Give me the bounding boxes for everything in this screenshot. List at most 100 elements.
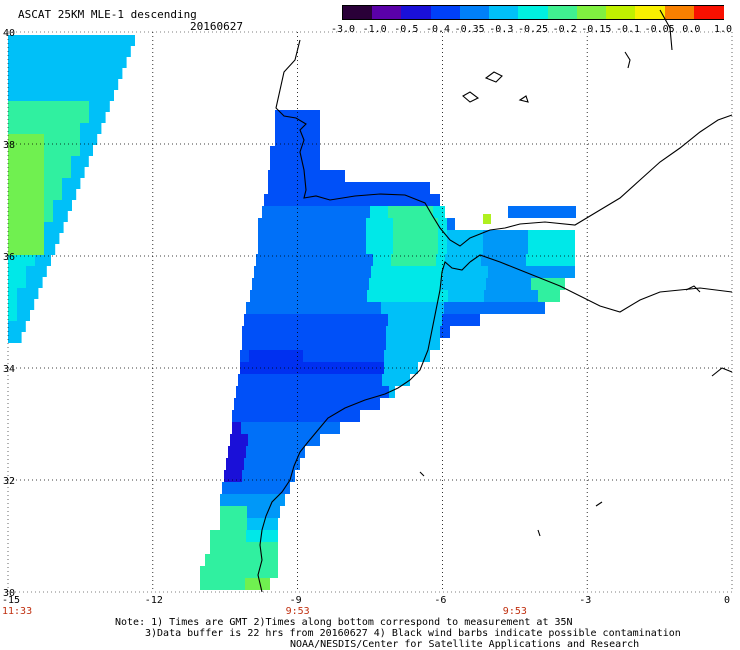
data-cell <box>8 167 17 178</box>
data-cell <box>273 542 278 554</box>
data-cell <box>358 182 367 194</box>
data-cell <box>26 46 35 57</box>
data-cell <box>273 530 278 542</box>
data-cell <box>44 68 53 79</box>
data-cell <box>53 112 62 123</box>
data-cell <box>17 68 26 79</box>
data-cell <box>542 266 551 278</box>
data-cell <box>423 278 432 290</box>
colorbar-segment <box>606 6 637 19</box>
data-cell <box>479 266 488 278</box>
data-cell <box>355 254 364 266</box>
data-cell <box>107 35 116 46</box>
data-cell <box>337 254 346 266</box>
data-cell <box>8 299 17 310</box>
data-cell <box>375 218 384 230</box>
data-cell <box>330 230 339 242</box>
data-cell <box>26 90 35 101</box>
data-cell <box>245 578 254 590</box>
colorbar-segment <box>430 6 461 19</box>
data-cell <box>382 254 391 266</box>
data-cell <box>537 230 546 242</box>
data-cell <box>241 554 250 566</box>
data-cell <box>400 254 409 266</box>
data-cell <box>116 68 123 79</box>
data-cell <box>259 290 268 302</box>
data-cell <box>247 494 256 506</box>
data-cell <box>319 374 328 386</box>
data-cell <box>393 242 402 254</box>
data-cell <box>483 214 491 224</box>
data-cell <box>371 266 380 278</box>
data-cell <box>253 314 262 326</box>
data-cell <box>444 302 453 314</box>
data-cell <box>62 189 71 200</box>
data-cell <box>378 398 380 410</box>
data-cell <box>53 178 62 189</box>
data-cell <box>8 222 17 233</box>
data-cell <box>62 156 71 167</box>
data-cell <box>265 506 274 518</box>
data-cell <box>564 242 573 254</box>
note-line-2: 3)Data buffer is 22 hrs from 20160627 4)… <box>145 628 681 639</box>
data-cell <box>267 230 276 242</box>
data-cell <box>474 230 483 242</box>
data-cell <box>44 134 53 145</box>
data-cell <box>245 566 254 578</box>
data-cell <box>348 230 357 242</box>
data-cell <box>35 101 44 112</box>
lat-tick-label: 32 <box>3 476 15 487</box>
data-cell <box>255 302 264 314</box>
data-cell <box>430 290 439 302</box>
data-cell <box>44 101 53 112</box>
data-cell <box>269 338 278 350</box>
data-cell <box>17 211 26 222</box>
swath-time-label: 9:53 <box>503 606 527 617</box>
data-cell <box>8 178 17 189</box>
data-cell <box>466 290 475 302</box>
data-cell <box>411 350 420 362</box>
data-cell <box>53 145 62 156</box>
data-cell <box>262 314 271 326</box>
data-cell <box>394 290 403 302</box>
data-cell <box>290 386 299 398</box>
data-cell <box>402 362 411 374</box>
data-cell <box>511 290 520 302</box>
data-cell <box>272 386 281 398</box>
data-cell <box>445 254 454 266</box>
data-cell <box>260 338 269 350</box>
data-cell <box>540 278 549 290</box>
lat-lon-grid <box>8 32 732 592</box>
data-cell <box>62 200 71 211</box>
data-cell <box>405 278 414 290</box>
data-cell <box>277 290 286 302</box>
data-cell <box>348 218 357 230</box>
data-cell <box>53 200 62 211</box>
data-cell <box>17 266 26 277</box>
data-cell <box>436 254 445 266</box>
data-cell <box>306 158 315 170</box>
data-cell <box>238 374 247 386</box>
data-cell <box>421 290 430 302</box>
data-cell <box>389 266 398 278</box>
data-cell <box>257 434 266 446</box>
data-cell <box>267 242 276 254</box>
data-cell <box>426 302 435 314</box>
data-cell <box>286 170 295 182</box>
data-cell <box>71 57 80 68</box>
data-cell <box>289 314 298 326</box>
data-cell <box>17 167 26 178</box>
data-cell <box>245 386 254 398</box>
data-cell <box>258 362 267 374</box>
data-cell <box>294 350 303 362</box>
data-cell <box>249 350 258 362</box>
data-cell <box>251 326 260 338</box>
data-cell <box>256 494 265 506</box>
data-cell <box>107 101 110 112</box>
data-cell <box>53 134 62 145</box>
data-cell <box>330 218 339 230</box>
data-cell <box>295 410 304 422</box>
data-cell <box>258 230 267 242</box>
data-cell <box>403 290 412 302</box>
data-cell <box>295 422 304 434</box>
